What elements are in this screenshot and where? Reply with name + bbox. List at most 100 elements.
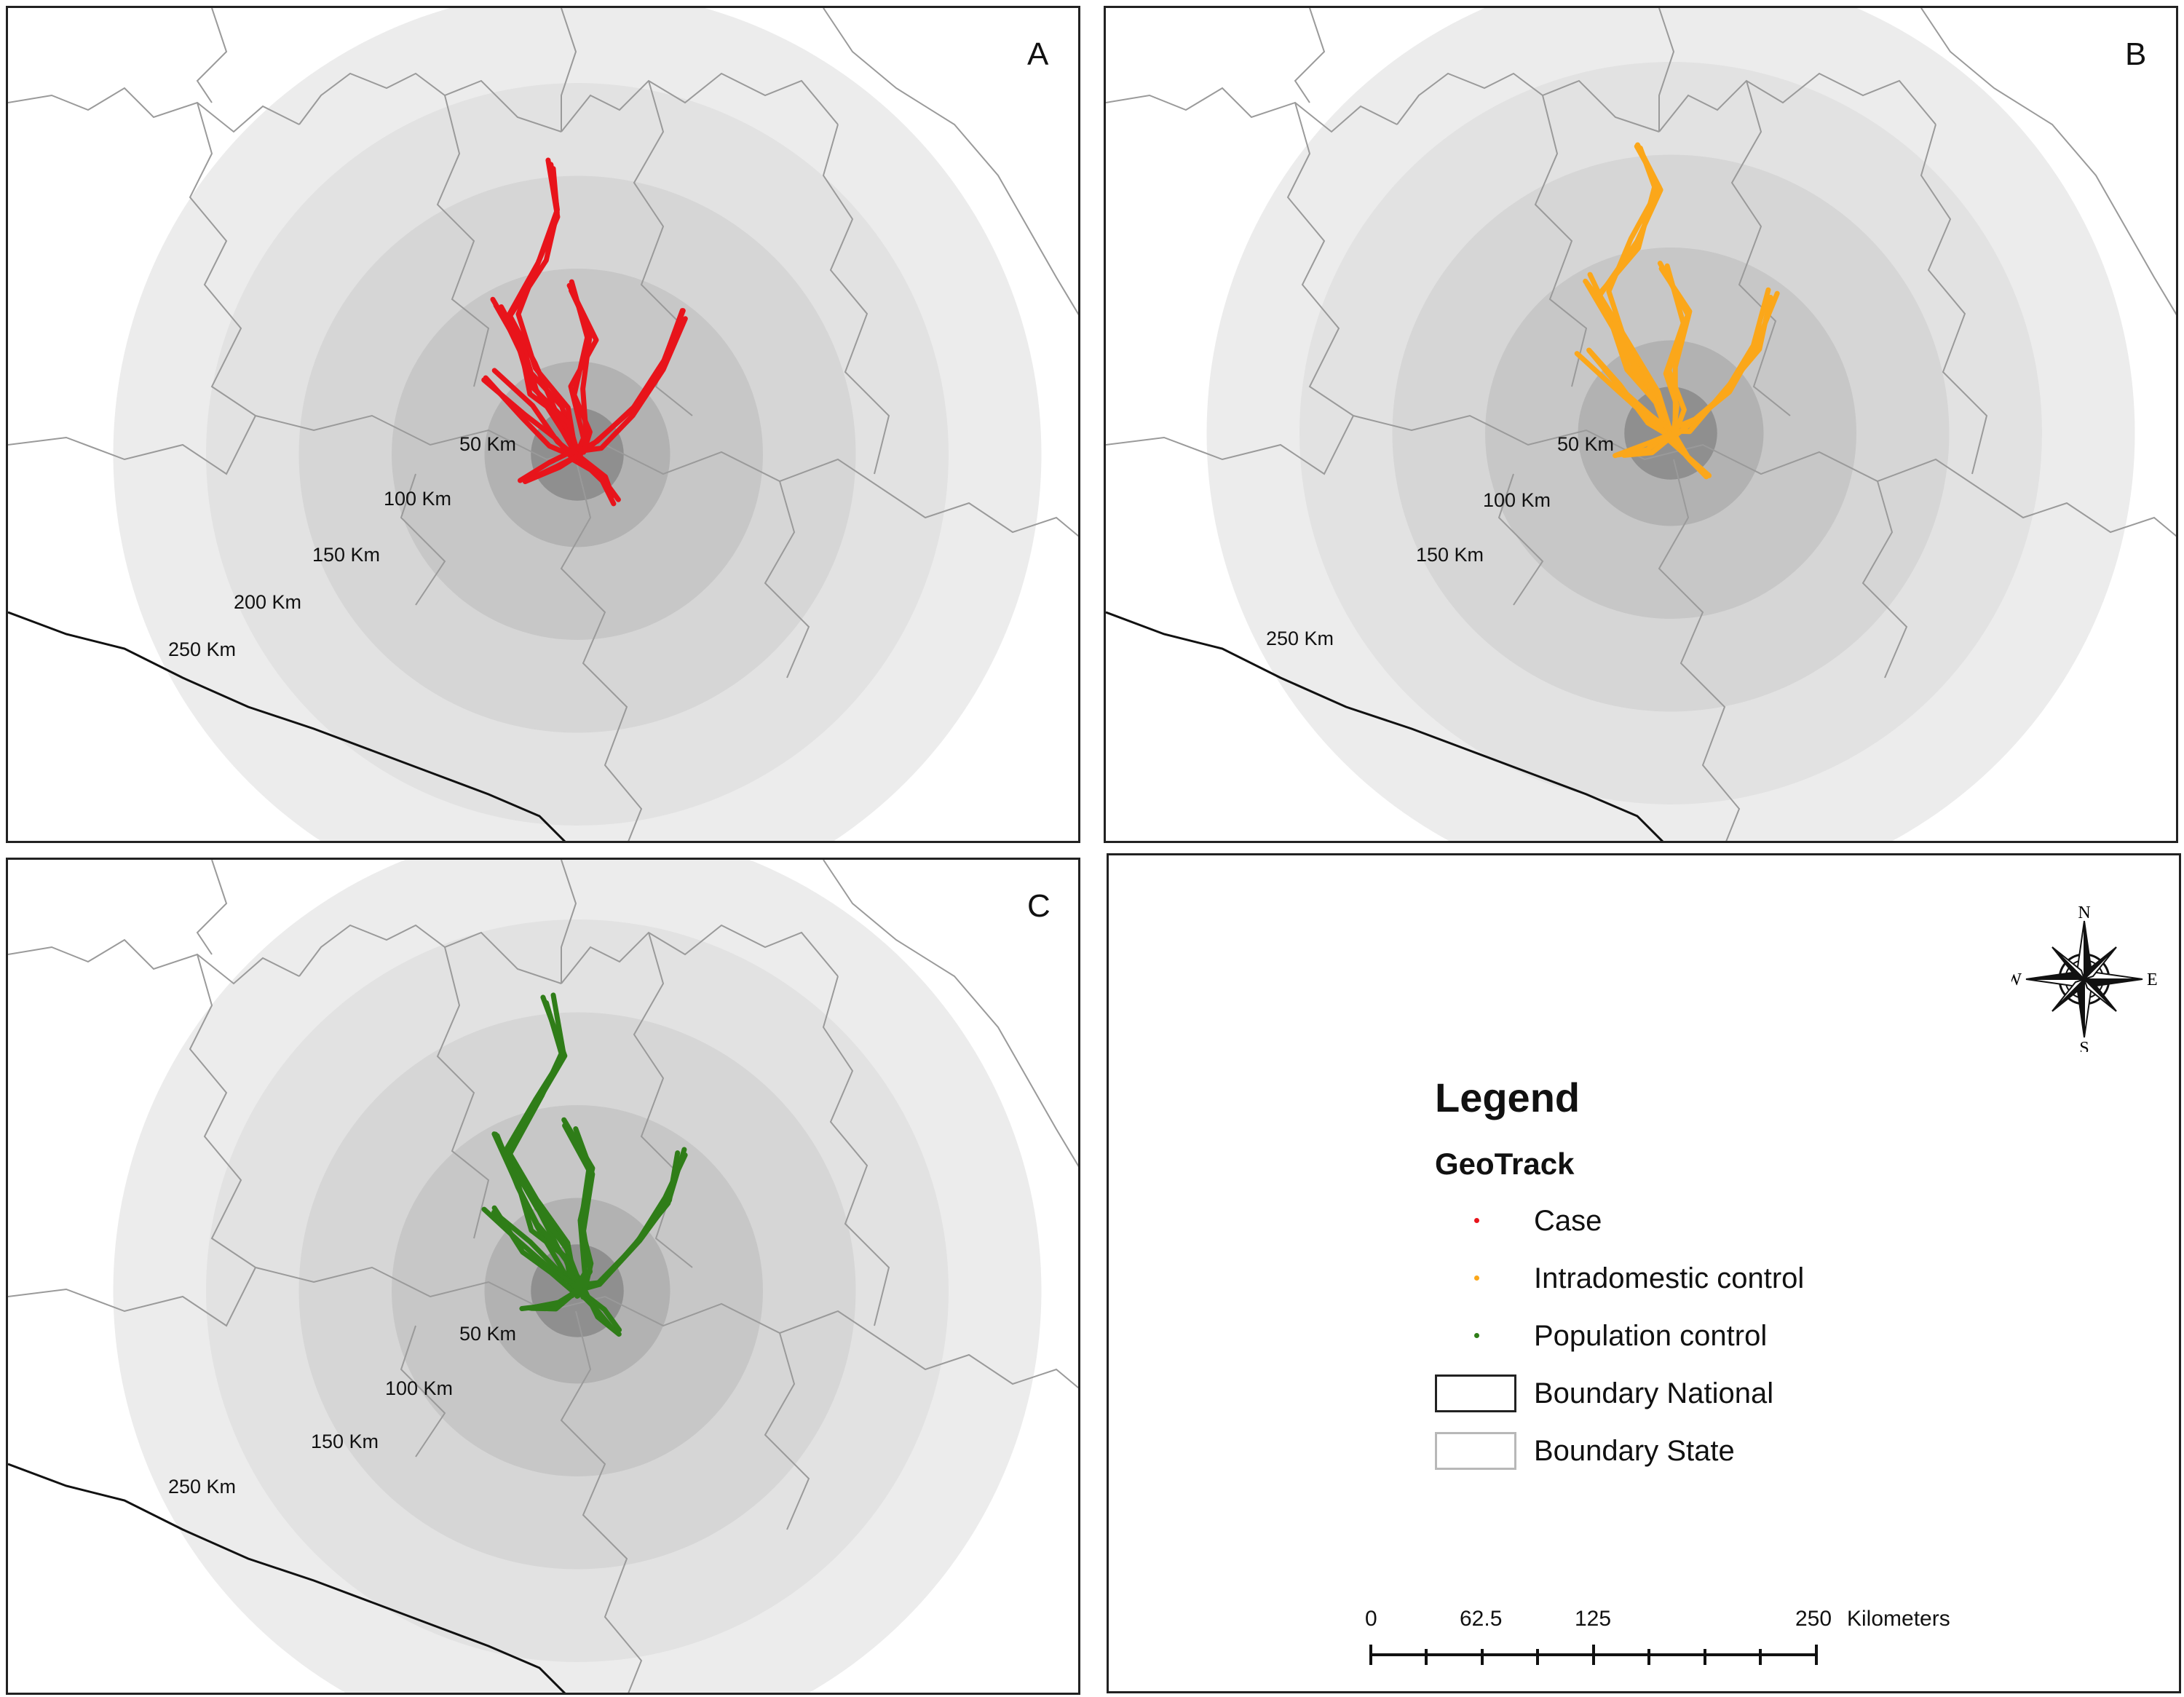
compass-w: W [2011, 970, 2022, 989]
compass-e: E [2147, 970, 2157, 989]
track-segment [566, 282, 599, 452]
ring-label-50km: 50 Km [1557, 433, 1614, 455]
state-boundary-line [560, 459, 643, 841]
track-segment [581, 1150, 681, 1287]
ring-label-50km: 50 Km [459, 1323, 516, 1345]
track-segment [483, 375, 580, 461]
track-segment [491, 368, 582, 462]
compass-s: S [2079, 1039, 2089, 1052]
track-segment [574, 308, 685, 456]
state-boundaries [8, 860, 1078, 1693]
legend-item-population-control: Population control [1435, 1316, 1944, 1359]
legend-group-title: GeoTrack [1435, 1147, 1575, 1181]
track-segment [490, 296, 581, 456]
ring-label-200km: 200 Km [234, 591, 301, 613]
state-boundary-line [1979, 488, 2176, 537]
state-boundary-line [1286, 102, 1354, 416]
geotrack-case [481, 157, 688, 507]
track-segment [1663, 263, 1686, 436]
map-panel-b: 250 Km 150 Km 100 Km 50 Km B [1104, 6, 2178, 843]
map-a-canvas: 250 Km 200 Km 150 Km 100 Km 50 Km A [8, 8, 1078, 841]
state-boundary-line [1353, 414, 1980, 489]
legend-item-label: Case [1534, 1205, 1602, 1237]
state-boundary-line [764, 1332, 810, 1530]
legend-item-label: Population control [1534, 1320, 1768, 1352]
state-boundary-line [1534, 95, 1588, 387]
distance-rings [113, 8, 1042, 841]
state-boundary-line [1106, 415, 1354, 475]
track-segment [1669, 287, 1771, 432]
ring-label-100km: 100 Km [385, 1377, 453, 1399]
state-boundary-line [1920, 124, 1988, 475]
state-boundary-line [1497, 473, 1544, 606]
track-segment [1574, 351, 1674, 440]
scale-tick-125: 125 [1575, 1607, 1612, 1631]
scale-bar [1369, 1645, 1818, 1665]
track-segment [569, 279, 593, 455]
track-segment [1613, 431, 1709, 480]
legend-item-label: Intradomestic control [1534, 1262, 1805, 1294]
state-boundary-line [1658, 72, 1936, 132]
track-segment [1671, 290, 1780, 439]
boundary-national-swatch [1435, 1374, 1516, 1412]
case-dot-icon [1474, 1218, 1479, 1223]
compass-n: N [2078, 906, 2090, 922]
ring-label-250km: 250 Km [168, 638, 236, 660]
state-boundary-line [400, 473, 446, 606]
state-boundary-line [764, 480, 810, 679]
legend-item-boundary-national: Boundary National [1435, 1373, 1944, 1417]
coastline [1106, 611, 1664, 841]
scale-unit: Kilometers [1847, 1607, 1950, 1631]
state-boundary-line [189, 102, 256, 416]
state-boundary-line [189, 954, 256, 1268]
ring-label-150km: 150 Km [312, 544, 380, 566]
state-boundary-line [1294, 8, 1326, 103]
state-boundary-line [561, 8, 577, 132]
intradomestic-dot-icon [1474, 1275, 1479, 1281]
state-boundary-line [8, 938, 300, 985]
track-segment [1584, 281, 1669, 438]
coastline [8, 1463, 566, 1693]
map-panel-c: 250 Km 150 Km 100 Km 50 Km C [6, 858, 1080, 1695]
ring-labels: 250 Km 150 Km 100 Km 50 Km [168, 1323, 516, 1498]
map-panel-a: 250 Km 200 Km 150 Km 100 Km 50 Km A [6, 6, 1080, 843]
ring-label-150km: 150 Km [311, 1431, 379, 1452]
panel-letter: B [2125, 36, 2146, 72]
legend-item-intradomestic-control: Intradomestic control [1435, 1258, 1944, 1302]
panel-letter: C [1027, 888, 1051, 924]
state-boundary-line [196, 860, 228, 955]
state-boundary-line [196, 8, 228, 103]
state-boundary-line [8, 87, 300, 133]
state-boundary-line [298, 924, 562, 984]
state-boundary-line [1861, 480, 1908, 679]
state-boundary-line [633, 932, 693, 1268]
track-segment [515, 162, 579, 456]
scale-tick-0: 0 [1365, 1607, 1377, 1631]
state-boundary-line [561, 860, 577, 984]
track-segment [573, 1126, 596, 1295]
state-boundary-line [822, 124, 890, 475]
state-boundary-line [823, 860, 1078, 1167]
state-boundary-line [1396, 72, 1660, 132]
ring-labels: 250 Km 150 Km 100 Km 50 Km [1266, 433, 1614, 649]
state-boundary-line [1658, 459, 1741, 841]
state-boundary-line [1106, 87, 1398, 133]
state-boundary-line [436, 946, 490, 1239]
ring-label-250km: 250 Km [168, 1476, 236, 1498]
legend-item-case: Case [1435, 1200, 1944, 1244]
panel-letter: A [1027, 36, 1049, 72]
track-segment [491, 1205, 581, 1299]
legend-title: Legend [1435, 1075, 1580, 1120]
state-boundary-line [8, 1267, 256, 1327]
legend-item-label: Boundary National [1534, 1377, 1774, 1409]
track-segment [522, 454, 617, 507]
coastline [8, 611, 566, 841]
state-boundary-line [436, 95, 490, 387]
state-boundary-line [1658, 8, 1675, 132]
track-segment [491, 1131, 582, 1297]
legend-item-boundary-state: Boundary State [1435, 1431, 1944, 1474]
ring-labels: 250 Km 200 Km 150 Km 100 Km 50 Km [168, 433, 516, 660]
track-segment [481, 1206, 583, 1291]
state-boundary-line [255, 1266, 882, 1341]
ring-label-100km: 100 Km [384, 488, 451, 510]
